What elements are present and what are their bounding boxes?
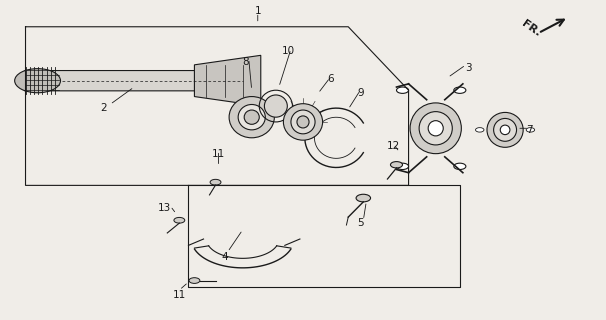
- Text: 2: 2: [101, 103, 107, 113]
- Ellipse shape: [501, 125, 510, 135]
- Ellipse shape: [428, 121, 443, 136]
- Circle shape: [15, 69, 61, 93]
- Text: 7: 7: [526, 125, 533, 135]
- Circle shape: [396, 163, 408, 170]
- Circle shape: [174, 217, 185, 223]
- Text: FR.: FR.: [520, 18, 543, 38]
- Circle shape: [454, 163, 466, 170]
- Circle shape: [189, 278, 200, 284]
- Text: 4: 4: [221, 252, 228, 262]
- Text: 9: 9: [357, 88, 364, 98]
- FancyBboxPatch shape: [24, 70, 256, 91]
- Ellipse shape: [291, 110, 315, 134]
- Ellipse shape: [494, 118, 516, 141]
- Text: 5: 5: [357, 219, 364, 228]
- Text: 3: 3: [465, 63, 472, 73]
- Ellipse shape: [244, 110, 259, 124]
- Circle shape: [396, 87, 408, 93]
- Text: 6: 6: [327, 74, 333, 84]
- Ellipse shape: [264, 95, 287, 117]
- Text: 12: 12: [387, 141, 400, 151]
- Circle shape: [210, 179, 221, 185]
- Text: 13: 13: [158, 203, 171, 212]
- Polygon shape: [195, 55, 261, 106]
- Ellipse shape: [487, 112, 523, 147]
- Text: 10: 10: [281, 45, 295, 56]
- Text: 8: 8: [242, 57, 249, 67]
- Ellipse shape: [284, 104, 322, 140]
- Circle shape: [476, 128, 484, 132]
- Text: 11: 11: [173, 290, 186, 300]
- Ellipse shape: [238, 105, 265, 130]
- Ellipse shape: [419, 112, 452, 145]
- Circle shape: [390, 162, 402, 168]
- Text: 1: 1: [255, 6, 261, 16]
- Ellipse shape: [297, 116, 309, 128]
- Circle shape: [526, 128, 534, 132]
- Ellipse shape: [229, 97, 275, 138]
- Text: 11: 11: [212, 149, 225, 159]
- Circle shape: [454, 87, 466, 93]
- Ellipse shape: [410, 103, 461, 154]
- Circle shape: [356, 194, 370, 202]
